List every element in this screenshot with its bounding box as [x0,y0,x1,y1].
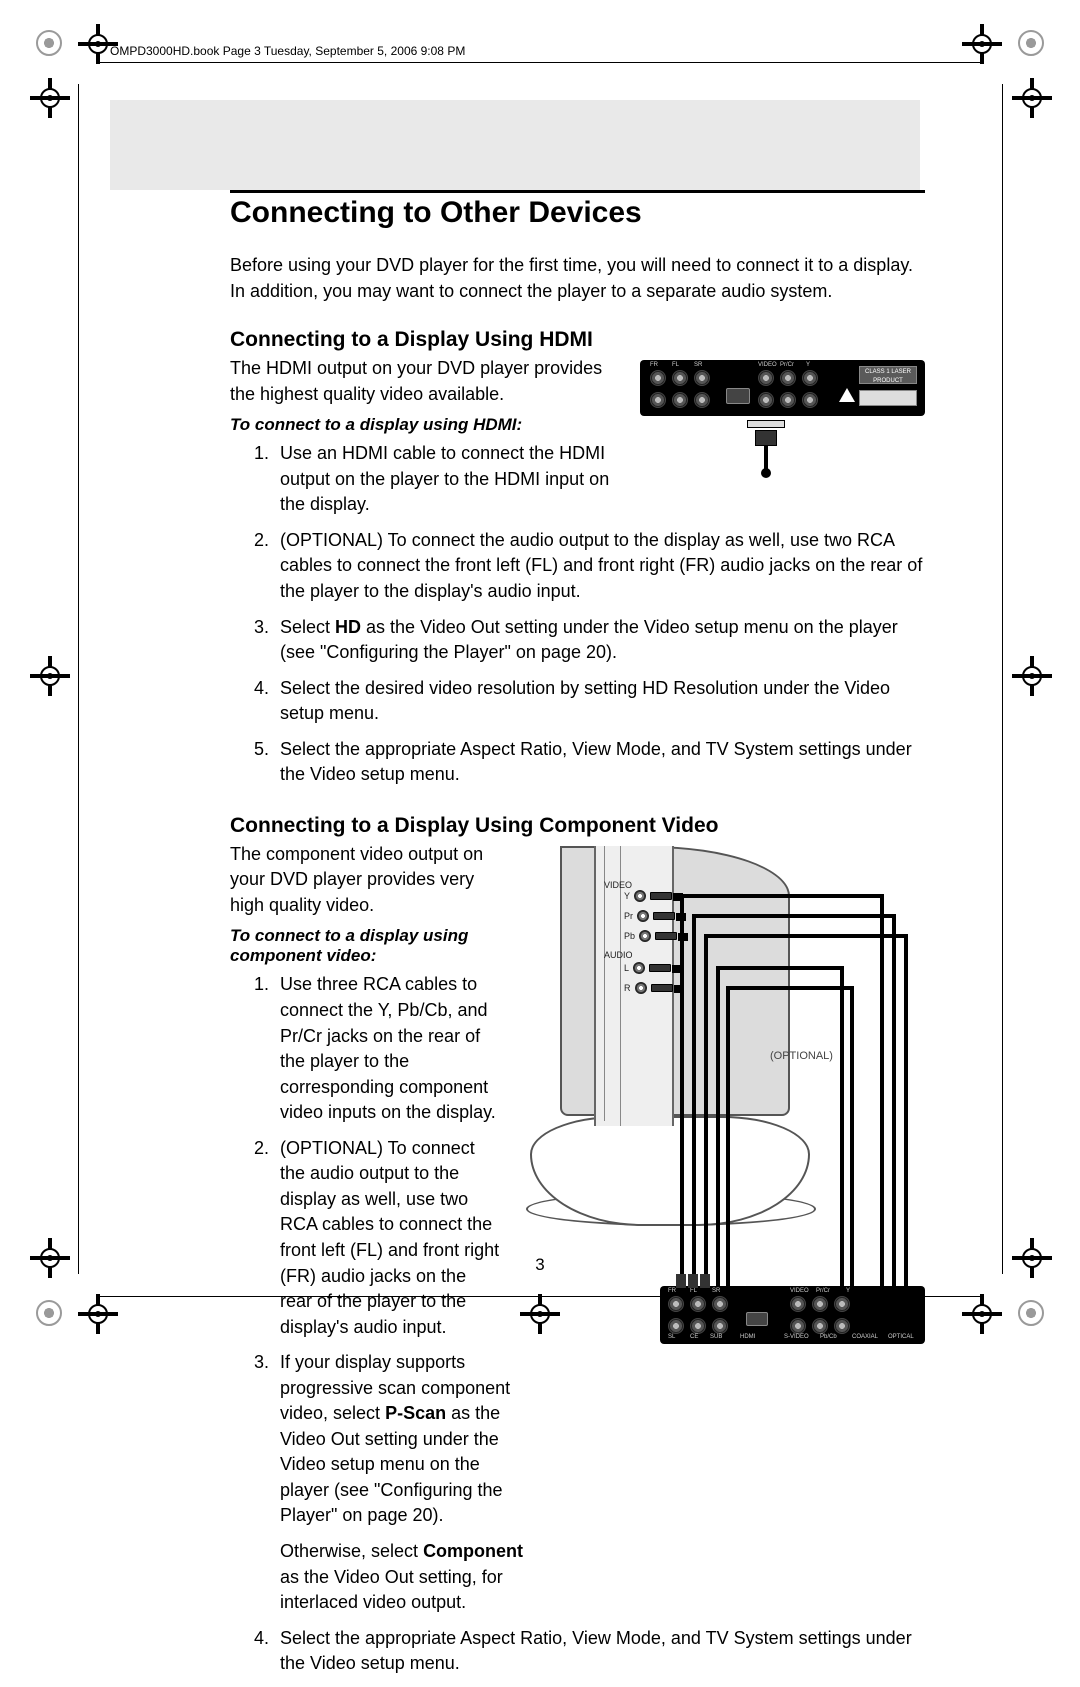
port-label: SR [694,362,702,368]
port-label: VIDEO [758,362,777,368]
hdmi-step: Use an HDMI cable to connect the HDMI ou… [274,441,614,518]
jack-label: Pr [624,911,633,921]
crop-mark-bl2 [84,1300,112,1328]
hdmi-port-icon [726,388,750,404]
hdmi-heading: Connecting to a Display Using HDMI [230,328,925,352]
hdmi-rear-panel: CLASS 1 LASER PRODUCT FR FL SR VIDEO Pr/… [640,360,925,416]
optional-label: (OPTIONAL) [770,1050,833,1062]
hdmi-lead-text: The HDMI output on your DVD player provi… [230,356,620,407]
crop-mark-lm [36,662,64,690]
jack-label: L [624,963,629,973]
hdmi-cable-icon [755,416,777,460]
component-step: (OPTIONAL) To connect the audio output t… [274,1136,524,1340]
player-hdmi-port-icon [746,1312,768,1326]
crop-mark-tr [968,30,996,58]
section-title: Connecting to Other Devices [230,196,925,230]
frame-line-left [78,84,79,1274]
hdmi-diagram: CLASS 1 LASER PRODUCT FR FL SR VIDEO Pr/… [640,360,925,470]
hdmi-step: Select HD as the Video Out setting under… [274,615,925,666]
port-label: Y [806,362,810,368]
reg-circle-tr [1018,30,1044,56]
port-label: Y [846,1288,850,1294]
video-group-label: VIDEO [604,880,632,890]
crop-mark-rt [1018,84,1046,112]
gray-header-band [110,100,920,190]
port-label: CE [690,1334,698,1340]
port-label: SR [712,1288,720,1294]
warning-triangle-icon [839,388,855,402]
port-label: S-VIDEO [784,1334,809,1340]
frame-line-right [1002,84,1003,1274]
laser-class-label: CLASS 1 LASER PRODUCT [859,366,917,384]
player-rear-panel: FR FL SR VIDEO Pr/Cr Y SL CE SUB HDMI S-… [660,1286,925,1344]
crop-mark-tl [84,30,112,58]
crop-mark-lt [36,84,64,112]
jack-label: Y [624,891,630,901]
reg-circle-tl [36,30,62,56]
content-area: Connecting to Other Devices Before using… [230,178,925,1687]
port-label: FL [690,1288,697,1294]
component-lead-text: The component video output on your DVD p… [230,842,510,919]
power-switch-label [859,390,917,406]
component-step: If your display supports progressive sca… [274,1350,524,1615]
hdmi-step: (OPTIONAL) To connect the audio output t… [274,528,925,605]
doc-header-meta: OMPD3000HD.book Page 3 Tuesday, Septembe… [110,44,465,58]
port-label: HDMI [740,1334,755,1340]
page-number: 3 [0,1255,1080,1275]
reg-circle-bl [36,1300,62,1326]
port-label: FR [668,1288,676,1294]
port-label: VIDEO [790,1288,809,1294]
frame-line-top [100,62,980,63]
component-heading: Connecting to a Display Using Component … [230,814,925,838]
crop-mark-rm [1018,662,1046,690]
jack-label: Pb [624,931,635,941]
hdmi-step: Select the appropriate Aspect Ratio, Vie… [274,737,925,788]
crop-mark-br2 [968,1300,996,1328]
port-label: Pb/Cb [820,1334,837,1340]
component-step: Select the appropriate Aspect Ratio, Vie… [274,1626,925,1677]
port-label: Pr/Cr [780,362,794,368]
audio-group-label: AUDIO [604,950,633,960]
jack-label: R [624,983,631,993]
intro-paragraph: Before using your DVD player for the fir… [230,252,925,304]
component-procedure-heading: To connect to a display using component … [230,926,510,966]
monitor-rear-icon: VIDEO Y Pr Pb AUDIO L R [560,846,790,1226]
port-label: FR [650,362,658,368]
port-label: COAXIAL [852,1334,878,1340]
page-root: OMPD3000HD.book Page 3 Tuesday, Septembe… [0,0,1080,1356]
port-label: FL [672,362,679,368]
port-label: OPTICAL [888,1334,914,1340]
component-step: Use three RCA cables to connect the Y, P… [274,972,524,1125]
reg-circle-br [1018,1300,1044,1326]
port-label: SUB [710,1334,722,1340]
hdmi-steps-list: Use an HDMI cable to connect the HDMI ou… [230,441,925,788]
component-step-continuation: Otherwise, select Component as the Video… [280,1539,524,1616]
hdmi-step: Select the desired video resolution by s… [274,676,925,727]
port-label: Pr/Cr [816,1288,830,1294]
port-label: SL [668,1334,675,1340]
